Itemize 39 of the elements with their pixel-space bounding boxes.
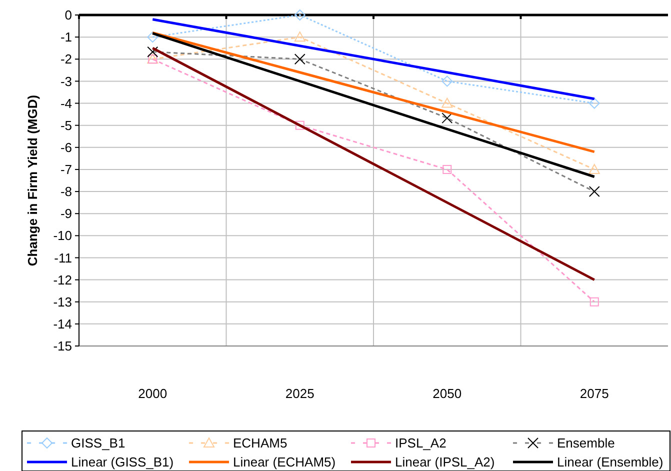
y-tick-label: 0	[64, 8, 72, 23]
legend-label: GISS_B1	[71, 436, 126, 451]
point	[588, 98, 600, 109]
point	[295, 120, 304, 130]
point	[294, 32, 306, 42]
x-tick-label: 2000	[138, 386, 168, 401]
y-tick-label: -11	[54, 250, 72, 266]
y-tick-label: -8	[60, 184, 72, 200]
legend-label: Linear (GISS_B1)	[71, 454, 174, 470]
y-tick-label: -12	[53, 272, 72, 288]
y-tick-label: -13	[53, 294, 72, 310]
legend-label: Linear (Ensemble)	[557, 454, 664, 470]
point	[588, 164, 600, 174]
point	[590, 297, 599, 306]
legend-label: Linear (IPSL_A2)	[395, 454, 495, 470]
legend-label: Ensemble	[557, 436, 615, 451]
y-tick-label: -6	[60, 140, 72, 155]
point	[442, 164, 452, 174]
legend-label: ECHAM5	[233, 436, 288, 451]
legend-label: Linear (ECHAM5)	[233, 454, 336, 470]
y-tick-label: -3	[60, 74, 72, 89]
legend-label: IPSL_A2	[395, 436, 446, 451]
y-tick-label: -5	[60, 118, 72, 133]
y-tick-label: -4	[60, 96, 72, 111]
x-tick-label: 2075	[580, 386, 609, 401]
y-tick-label: -9	[60, 206, 72, 222]
y-tick-label: -1	[60, 30, 72, 45]
y-tick-label: -7	[60, 162, 72, 178]
x-tick-label: 2025	[285, 386, 314, 401]
point	[294, 10, 306, 20]
point	[442, 98, 453, 108]
y-axis-title: Change in Firm Yield (MGD)	[25, 94, 40, 266]
y-tick-label: -15	[53, 338, 72, 354]
point	[147, 32, 158, 43]
y-tick-label: -2	[60, 52, 72, 67]
y-tick-label: -10	[53, 228, 72, 244]
y-tick-label: -14	[53, 316, 72, 332]
x-tick-label: 2050	[432, 386, 462, 401]
point	[442, 76, 453, 87]
